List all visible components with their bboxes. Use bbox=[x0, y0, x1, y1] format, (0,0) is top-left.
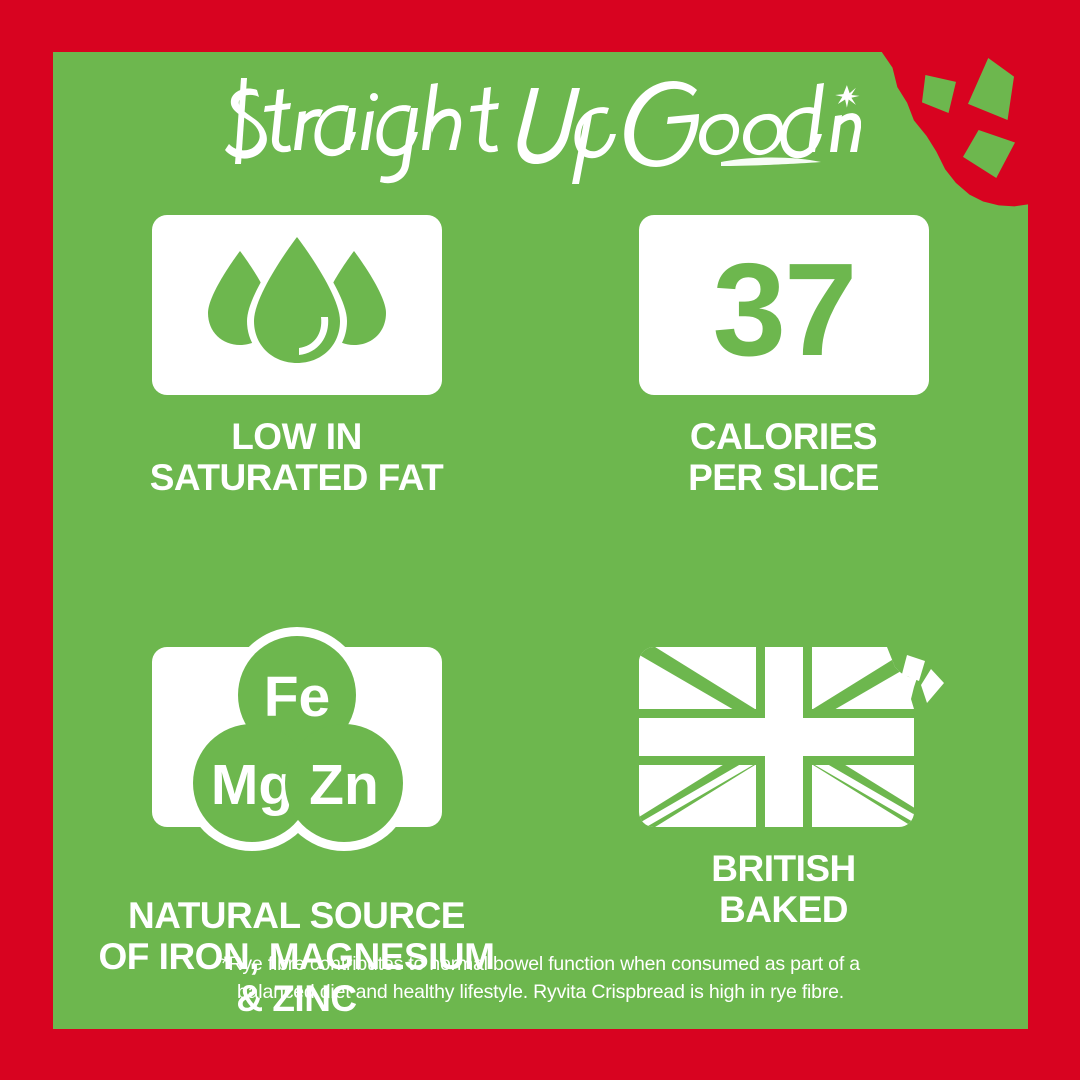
feature-caption: LOW IN SATURATED FAT bbox=[149, 416, 444, 499]
calorie-number-icon: 37 bbox=[712, 236, 857, 383]
mineral-label-fe: Fe bbox=[263, 665, 330, 729]
union-jack-tile bbox=[638, 646, 944, 827]
mineral-circle-fe bbox=[237, 635, 356, 754]
minerals-icon: Fe Mg Zn bbox=[183, 626, 412, 851]
mineral-label-zn: Zn bbox=[309, 753, 379, 817]
headline-script-art bbox=[224, 78, 861, 184]
flag-torn-fragments bbox=[889, 654, 944, 705]
mineral-circle-zn bbox=[284, 723, 403, 842]
footnote: *Rye fibre contributes to normal bowel f… bbox=[221, 953, 860, 1004]
droplets-icon bbox=[207, 229, 386, 369]
tile-background bbox=[638, 215, 929, 395]
minerals-tile: Fe Mg Zn bbox=[151, 626, 442, 851]
feature-low-saturated-fat: LOW IN SATURATED FAT bbox=[53, 215, 540, 499]
feature-british-baked: BRITISH BAKED bbox=[540, 646, 1027, 1019]
calories-tile: 37 bbox=[638, 215, 929, 395]
feature-caption: NATURAL SOURCE OF IRON, MAGNESIUM & ZINC bbox=[98, 894, 495, 1019]
feature-caption: CALORIES PER SLICE bbox=[688, 416, 879, 499]
feature-calories-per-slice: 37 CALORIES PER SLICE bbox=[540, 215, 1027, 499]
droplets-tile bbox=[151, 215, 442, 395]
mineral-label-mg: Mg bbox=[210, 753, 292, 817]
headline bbox=[53, 72, 1028, 192]
feature-grid: LOW IN SATURATED FAT 37 CALORIES PER SLI… bbox=[53, 215, 1028, 1019]
green-panel bbox=[53, 52, 1028, 1029]
mineral-circle-mg bbox=[192, 723, 311, 842]
union-jack-icon bbox=[638, 646, 944, 827]
calorie-value: 37 bbox=[712, 236, 855, 383]
feature-caption: BRITISH BAKED bbox=[711, 847, 856, 931]
feature-row-2: Fe Mg Zn NATURAL SOURCE OF IRON, MAGNESI… bbox=[53, 626, 1028, 1019]
feature-natural-source-minerals: Fe Mg Zn NATURAL SOURCE OF IRON, MAGNESI… bbox=[53, 626, 540, 1019]
asterisk-icon bbox=[834, 85, 859, 108]
feature-row-1: LOW IN SATURATED FAT 37 CALORIES PER SLI… bbox=[53, 215, 1028, 499]
